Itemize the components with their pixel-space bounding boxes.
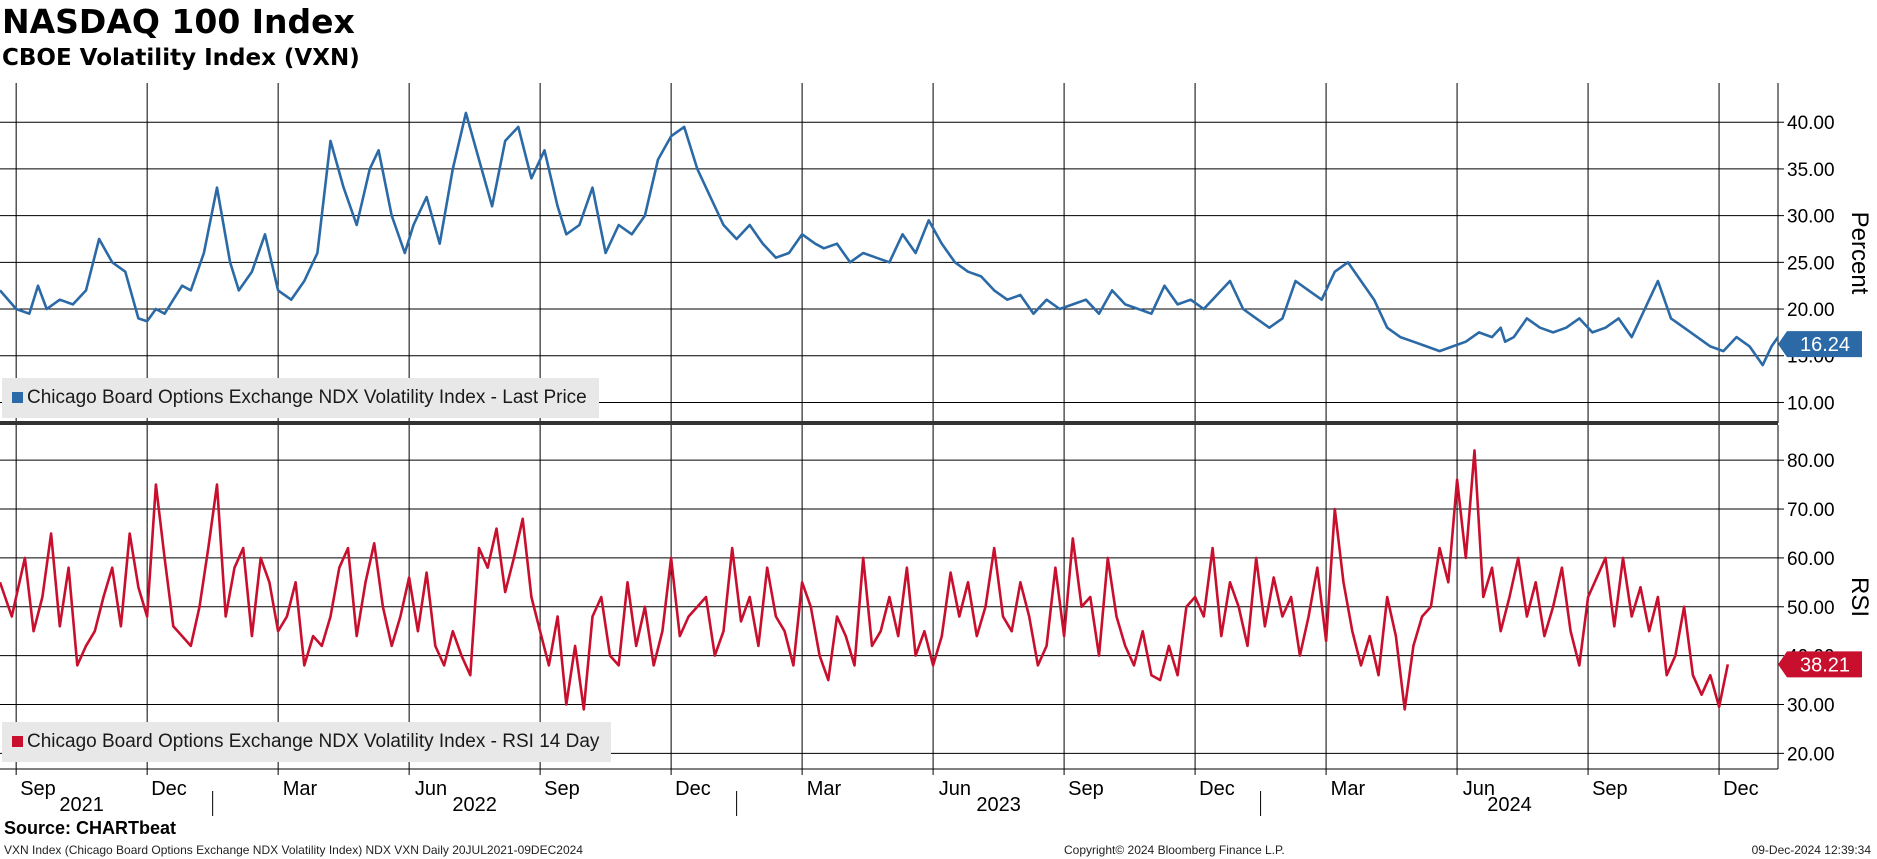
x-month-label-3: Jun (415, 778, 447, 800)
legend-price-swatch (12, 392, 23, 403)
rsi-ytick-label-4: 60.00 (1787, 549, 1835, 570)
x-month-label-10: Mar (1331, 778, 1366, 800)
x-month-label-8: Sep (1068, 778, 1104, 800)
price-series-line (0, 111, 1780, 367)
legend-rsi: Chicago Board Options Exchange NDX Volat… (2, 722, 612, 762)
footer-description: VXN Index (Chicago Board Options Exchang… (4, 843, 583, 857)
x-month-label-0: Sep (20, 778, 56, 800)
x-month-label-4: Sep (544, 778, 580, 800)
price-ytick-label-0: 10.00 (1787, 393, 1835, 414)
legend-price: Chicago Board Options Exchange NDX Volat… (2, 378, 599, 418)
rsi-series-line (0, 449, 1730, 711)
price-last-value-tag: 16.24 (1778, 331, 1862, 358)
rsi-ytick-label-5: 70.00 (1787, 500, 1835, 521)
rsi-ytick-label-3: 50.00 (1787, 598, 1835, 619)
footer-copyright: Copyright© 2024 Bloomberg Finance L.P. (1064, 843, 1285, 857)
chart-subtitle: CBOE Volatility Index (VXN) (2, 45, 360, 71)
rsi-ytick-label-0: 20.00 (1787, 744, 1835, 765)
x-month-label-1: Dec (151, 778, 187, 800)
x-year-label-1: 2022 (452, 794, 497, 816)
x-month-label-9: Dec (1199, 778, 1235, 800)
x-month-label-13: Dec (1723, 778, 1759, 800)
x-month-label-7: Jun (939, 778, 971, 800)
legend-price-label: Chicago Board Options Exchange NDX Volat… (27, 387, 587, 408)
x-year-label-2: 2023 (976, 794, 1021, 816)
price-ytick-label-5: 35.00 (1787, 160, 1835, 181)
rsi-ytick-label-6: 80.00 (1787, 451, 1835, 472)
price-last-value-box (1778, 331, 1862, 358)
price-ytick-label-2: 20.00 (1787, 300, 1835, 321)
rsi-ytick-label-1: 30.00 (1787, 696, 1835, 717)
x-year-label-0: 2021 (59, 794, 104, 816)
source-note: Source: CHARTbeat (4, 818, 177, 838)
chart-title: NASDAQ 100 Index (2, 2, 355, 41)
rsi-last-value-box (1778, 651, 1862, 678)
price-ylabel: Percent (1846, 212, 1873, 295)
x-month-label-12: Sep (1592, 778, 1628, 800)
price-ytick-label-4: 30.00 (1787, 207, 1835, 228)
price-last-value-label: 16.24 (1800, 334, 1850, 356)
rsi-last-value-tag: 38.21 (1778, 651, 1862, 678)
footer-timestamp: 09-Dec-2024 12:39:34 (1751, 843, 1871, 857)
legend-rsi-swatch (12, 736, 23, 747)
x-month-label-5: Dec (675, 778, 711, 800)
price-panel: 10.0015.0020.0025.0030.0035.0040.00Perce… (0, 83, 1873, 423)
x-month-label-6: Mar (807, 778, 842, 800)
legend-rsi-label: Chicago Board Options Exchange NDX Volat… (27, 731, 600, 752)
x-month-label-2: Mar (283, 778, 318, 800)
x-axis: Sep Dec Mar Jun Sep Dec Mar Jun Sep Dec Mar Jun Sep D… (0, 421, 1778, 816)
panel-divider (0, 421, 1778, 425)
price-ytick-label-3: 25.00 (1787, 253, 1835, 274)
rsi-last-value-label: 38.21 (1800, 654, 1850, 676)
x-year-label-3: 2024 (1487, 794, 1532, 816)
rsi-panel: 20.0030.0040.0050.0060.0070.0080.00RSI38… (0, 425, 1873, 769)
price-ytick-label-6: 40.00 (1787, 113, 1835, 134)
rsi-ylabel: RSI (1846, 577, 1873, 617)
x-month-label-11: Jun (1463, 778, 1495, 800)
